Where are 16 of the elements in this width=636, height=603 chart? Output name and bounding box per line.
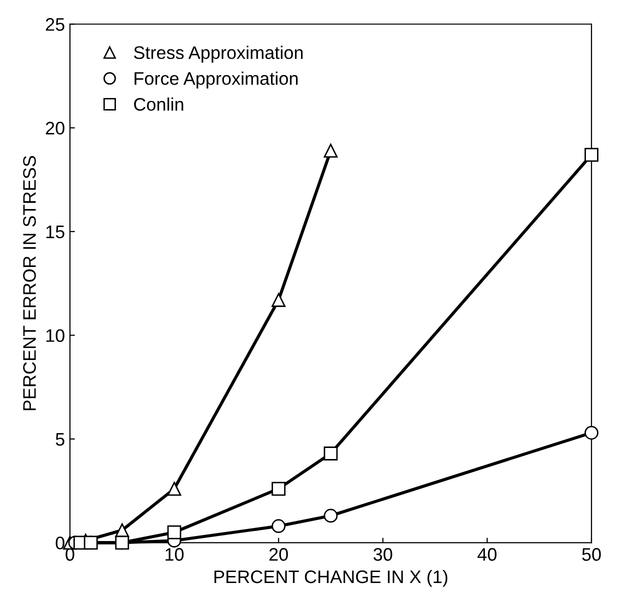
- x-tick-label: 10: [166, 548, 184, 561]
- y-tick-label: 25: [46, 18, 64, 31]
- legend-label: Force Approximation: [134, 72, 298, 88]
- y-tick-label: 10: [46, 329, 64, 342]
- legend-label: Stress Approximation: [134, 46, 303, 63]
- x-tick-label: 30: [374, 548, 392, 561]
- x-tick-label: 50: [582, 548, 601, 561]
- x-tick-label: 20: [269, 548, 288, 561]
- y-tick-label: 5: [56, 433, 64, 446]
- y-tick-label: 15: [46, 226, 64, 238]
- legend-label: Conlin: [134, 98, 184, 111]
- y-axis-title: PERCENT ERROR IN STRESS: [23, 156, 36, 410]
- y-tick-label: 0: [56, 536, 64, 550]
- x-axis-title: PERCENT CHANGE IN X (1): [214, 570, 448, 587]
- x-tick-label: 40: [478, 548, 497, 561]
- y-tick-label: 20: [46, 122, 64, 135]
